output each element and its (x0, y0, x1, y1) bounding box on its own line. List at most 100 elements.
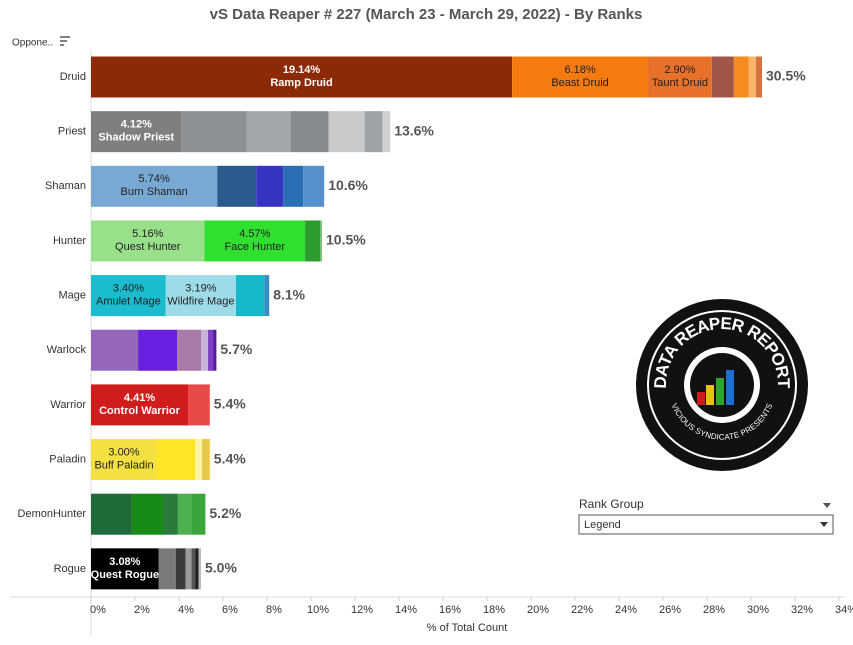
bar-segment (198, 548, 201, 590)
bar-segment (91, 275, 166, 317)
bar-segment (91, 548, 159, 590)
y-tick-label: DemonHunter (18, 508, 87, 520)
bar-segment (235, 275, 265, 317)
bar-segment (181, 111, 247, 153)
x-tick-label: 6% (222, 604, 238, 616)
y-tick-label: Rogue (54, 563, 86, 575)
bar-segment (208, 329, 214, 371)
x-tick-label: 20% (527, 604, 549, 616)
total-label: 8.1% (273, 286, 305, 302)
bar-segment (185, 548, 192, 590)
total-label: 13.6% (394, 122, 434, 138)
x-tick-label: 24% (615, 604, 637, 616)
filter-title: Rank Group (579, 497, 644, 511)
x-tick-label: 2% (134, 604, 150, 616)
bar-segment (131, 493, 163, 535)
x-tick-label: 10% (307, 604, 329, 616)
bar-segment (648, 56, 712, 98)
x-tick-label: 32% (791, 604, 813, 616)
data-label: 4.41% (124, 392, 155, 404)
total-label: 5.4% (214, 450, 246, 466)
y-tick-label: Hunter (53, 235, 86, 247)
logo: DATA REAPER REPORT VICIOUS SYNDICATE PRE… (636, 299, 808, 471)
segment-name: Buff Paladin (94, 459, 153, 471)
bar-segment (305, 220, 321, 262)
x-tick-label: 34% (835, 604, 853, 616)
bar-segment (91, 384, 189, 426)
x-tick-label: 0% (90, 604, 106, 616)
bar-segment (755, 56, 762, 98)
x-axis-label: % of Total Count (427, 622, 508, 634)
sort-icon[interactable] (60, 36, 70, 46)
bar-segment (91, 220, 205, 262)
bar-segment (158, 548, 176, 590)
x-tick-label: 18% (483, 604, 505, 616)
segment-name: Shadow Priest (98, 132, 174, 144)
bar-segment (91, 493, 132, 535)
bar-segment (256, 165, 284, 207)
segment-name: Beast Druid (551, 77, 608, 89)
x-tick-label: 22% (571, 604, 593, 616)
total-label: 10.5% (326, 232, 366, 248)
segment-name: Ramp Druid (270, 77, 332, 89)
filter-value[interactable]: Legend (584, 519, 621, 531)
filter-menu[interactable] (823, 503, 831, 508)
bar-segment (191, 493, 206, 535)
bar-segment (264, 275, 270, 317)
bar-segment (91, 56, 513, 98)
total-label: 30.5% (766, 68, 806, 84)
bar-segment (195, 439, 203, 481)
data-label: 4.12% (121, 119, 152, 131)
segment-name: Face Hunter (225, 241, 286, 253)
total-label: 5.2% (209, 505, 241, 521)
bar-segment (175, 548, 186, 590)
x-tick-label: 16% (439, 604, 461, 616)
x-tick-label: 28% (703, 604, 725, 616)
bar-segment (733, 56, 749, 98)
bar-segment (162, 493, 178, 535)
bar-segment (320, 220, 322, 262)
bar-segment (177, 329, 201, 371)
bar-segment (91, 329, 139, 371)
bar-segment (303, 165, 325, 207)
data-label: 5.74% (139, 173, 170, 185)
bar-segment (165, 275, 236, 317)
bar-segment (91, 111, 182, 153)
segment-name: Burn Shaman (121, 186, 188, 198)
x-tick-label: 30% (747, 604, 769, 616)
data-label: 3.40% (113, 283, 144, 295)
x-tick-label: 4% (178, 604, 194, 616)
y-tick-label: Mage (58, 290, 86, 302)
y-tick-label: Paladin (49, 453, 86, 465)
total-label: 5.7% (220, 341, 252, 357)
y-tick-label: Warlock (47, 344, 87, 356)
bar-segment (711, 56, 734, 98)
bar-segment (201, 329, 209, 371)
bar-segment (188, 384, 210, 426)
filter-dropdown[interactable]: Legend (578, 514, 834, 535)
segment-name: Wildfire Mage (167, 296, 234, 308)
segment-name: Control Warrior (99, 405, 181, 417)
data-label: 19.14% (283, 64, 321, 76)
total-label: 10.6% (328, 177, 368, 193)
bar-segment (328, 111, 365, 153)
data-label: 3.00% (108, 446, 139, 458)
bar-segment (204, 220, 306, 262)
bar-segment (748, 56, 756, 98)
data-label: 3.19% (185, 283, 216, 295)
bar-segment (213, 329, 217, 371)
bar-segment (91, 439, 157, 481)
data-label: 5.16% (132, 228, 163, 240)
bar-segment (512, 56, 649, 98)
y-tick-label: Warrior (50, 399, 86, 411)
y-tick-label: Shaman (45, 180, 86, 192)
y-header[interactable]: Oppone.. (12, 38, 53, 49)
bar-segment (382, 111, 391, 153)
bar-segment (217, 165, 257, 207)
data-label: 6.18% (564, 64, 595, 76)
data-label: 3.08% (109, 556, 140, 568)
bar-segment (91, 165, 218, 207)
chart-title: vS Data Reaper # 227 (March 23 - March 2… (210, 6, 643, 23)
